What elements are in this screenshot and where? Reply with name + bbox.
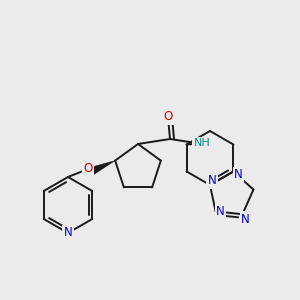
Text: N: N	[208, 175, 216, 188]
Text: O: O	[83, 163, 93, 176]
Text: N: N	[64, 226, 72, 239]
Text: N: N	[241, 213, 250, 226]
Text: N: N	[216, 205, 225, 218]
Text: NH: NH	[194, 138, 210, 148]
Polygon shape	[90, 160, 115, 175]
Text: N: N	[234, 168, 243, 181]
Text: O: O	[164, 110, 172, 124]
